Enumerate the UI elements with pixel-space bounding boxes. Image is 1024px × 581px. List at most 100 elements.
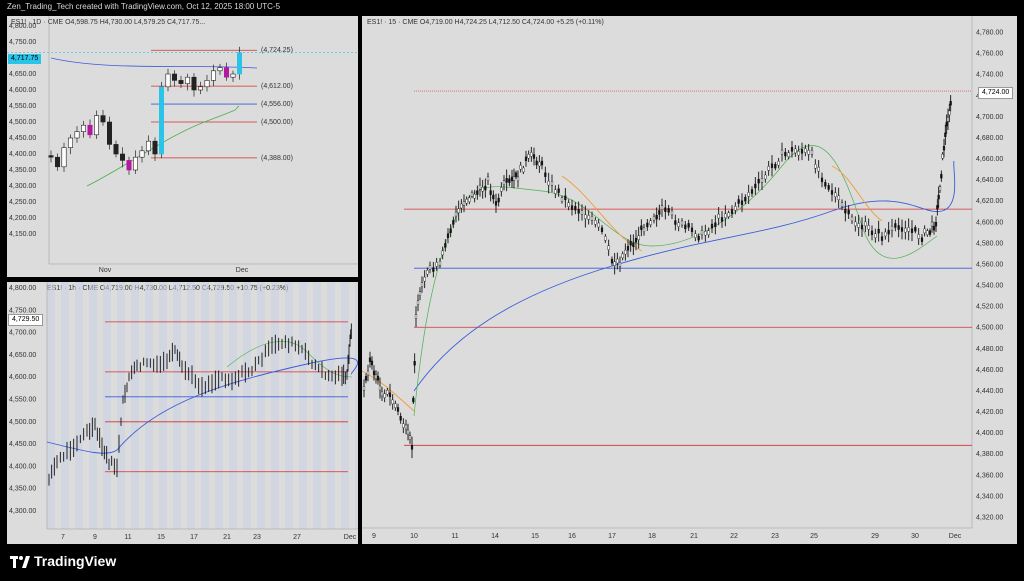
candle-body <box>590 215 594 221</box>
candle-body <box>652 216 656 221</box>
session-shade <box>47 282 55 529</box>
y-tick-label: 4,640.00 <box>976 177 1003 184</box>
session-shade <box>355 282 358 529</box>
candle-body <box>820 177 824 183</box>
x-tick-label: 15 <box>531 533 539 540</box>
tradingview-logo[interactable]: TradingView <box>10 553 116 569</box>
y-tick-label: 4,150.00 <box>9 231 36 238</box>
hourly-chart-pane[interactable]: ES1! · 1h · CME O4,719.00 H4,730.00 L4,7… <box>7 282 358 544</box>
y-tick-label: 4,200.00 <box>9 215 36 222</box>
hourly-chart-legend: ES1! · 1h · CME O4,719.00 H4,730.00 L4,7… <box>47 285 289 292</box>
candle-body <box>172 73 178 81</box>
y-tick-label: 4,580.00 <box>976 240 1003 247</box>
candle-body <box>54 156 60 168</box>
x-tick-label: 22 <box>730 533 738 540</box>
candle-body <box>81 124 87 132</box>
candle-body <box>890 225 894 231</box>
candle-body <box>790 147 794 152</box>
x-tick-label: 17 <box>608 533 616 540</box>
candle-body <box>370 360 374 366</box>
candle-body <box>941 153 944 159</box>
x-tick-label: 14 <box>491 533 499 540</box>
candle-body <box>944 132 947 138</box>
candle-body <box>204 80 210 88</box>
candle-body <box>414 314 418 319</box>
candle-body <box>408 435 412 440</box>
candle-body <box>67 137 73 148</box>
candle-body <box>497 197 500 203</box>
candle-body <box>510 176 514 182</box>
candle-body <box>637 235 640 240</box>
candle-body <box>178 80 184 84</box>
candle-body <box>787 152 790 157</box>
candle-body <box>420 282 424 287</box>
session-shade <box>341 282 349 529</box>
candle-body <box>597 222 600 228</box>
candle-body <box>867 225 870 230</box>
session-shade <box>271 282 279 529</box>
candle-body <box>616 258 619 264</box>
candle-body <box>550 181 554 186</box>
y-tick-label: 4,300.00 <box>9 508 36 515</box>
candle-body <box>535 160 538 166</box>
candle-body <box>449 228 452 233</box>
x-tick-label: Nov <box>99 267 112 274</box>
m15-chart-pane[interactable]: ES1! · 15 · CME O4,719.00 H4,724.25 L4,7… <box>362 16 1017 544</box>
candle-body <box>670 210 674 216</box>
candle-body <box>478 184 482 190</box>
daily-chart-canvas[interactable]: 4,800.004,750.004,700.004,650.004,600.00… <box>7 16 358 277</box>
candle-body <box>920 237 924 242</box>
m15-chart-canvas[interactable]: 4,780.004,760.004,740.004,720.004,700.00… <box>362 16 1017 544</box>
candle-body <box>489 190 492 195</box>
candle-body <box>484 185 487 191</box>
candle-body <box>677 222 680 227</box>
candle-body <box>754 183 757 189</box>
candle-body <box>452 220 455 225</box>
candle-body <box>850 216 854 222</box>
x-tick-label: 21 <box>690 533 698 540</box>
candle-body <box>386 390 389 395</box>
candle-body <box>438 260 442 266</box>
daily-chart-pane[interactable]: ES1! · 1D · CME O4,598.75 H4,730.00 L4,5… <box>7 16 358 277</box>
candle-body <box>512 176 516 181</box>
session-shade <box>215 282 223 529</box>
candle-body <box>494 201 498 206</box>
candle-body <box>540 160 544 166</box>
candle-body <box>930 221 934 227</box>
hourly-chart-canvas[interactable]: 4,800.00 4,750.00 4,700.00 4,650.00 4,600.00… <box>7 282 358 544</box>
y-tick-label: 4,660.00 <box>976 156 1003 163</box>
x-tick-label: 18 <box>648 533 656 540</box>
candle-body <box>760 178 764 183</box>
moving-average-blue <box>46 357 358 454</box>
x-tick-label: 10 <box>410 533 418 540</box>
moving-average-orange <box>831 165 883 222</box>
candle-body <box>747 192 750 197</box>
candle-body <box>570 205 574 210</box>
y-tick-label: 4,540.00 <box>976 283 1003 290</box>
y-tick-label: 4,500.00 <box>976 325 1003 332</box>
session-shade <box>229 282 237 529</box>
candle-body <box>423 276 426 282</box>
candle-body <box>185 76 191 84</box>
candle-body <box>694 233 697 238</box>
candle-body <box>854 221 857 227</box>
candle-body <box>383 393 386 398</box>
y-tick-label: 4,500.00 <box>9 419 36 426</box>
candle-body <box>928 230 932 235</box>
session-shade <box>61 282 69 529</box>
candle-body <box>416 300 420 306</box>
session-shade <box>173 282 181 529</box>
candle-body <box>413 361 416 366</box>
candle-body <box>764 174 767 180</box>
candle-body <box>376 375 380 381</box>
moving-average-blue <box>413 160 956 392</box>
y-tick-label: 4,460.00 <box>976 367 1003 374</box>
candle-body <box>610 258 614 264</box>
candle-body <box>368 357 372 362</box>
candle-body <box>146 140 152 152</box>
y-tick-label: 4,320.00 <box>976 515 1003 522</box>
candle-body <box>133 156 139 171</box>
session-shade <box>117 282 125 529</box>
y-tick-label: 4,600.00 <box>9 87 36 94</box>
candle-body <box>428 265 432 270</box>
